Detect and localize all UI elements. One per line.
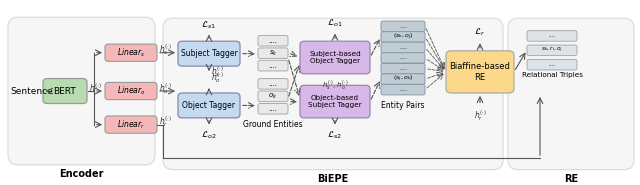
Text: ....: ....: [269, 81, 278, 87]
Text: Relational Triples: Relational Triples: [522, 72, 582, 78]
Text: Object Tagger: Object Tagger: [182, 101, 236, 110]
FancyBboxPatch shape: [446, 51, 514, 93]
Text: $\mathit{Linear}_s$: $\mathit{Linear}_s$: [117, 46, 145, 59]
Text: Entity Pairs: Entity Pairs: [381, 101, 425, 110]
FancyBboxPatch shape: [527, 31, 577, 41]
Text: RE: RE: [564, 174, 578, 184]
FancyBboxPatch shape: [258, 79, 288, 89]
FancyBboxPatch shape: [527, 45, 577, 56]
FancyBboxPatch shape: [381, 53, 425, 63]
Text: $h_r^{(\cdot)}$: $h_r^{(\cdot)}$: [474, 108, 486, 123]
Text: $h_o^{(\cdot)}$: $h_o^{(\cdot)}$: [159, 81, 172, 96]
FancyBboxPatch shape: [163, 18, 503, 170]
FancyBboxPatch shape: [300, 41, 370, 74]
FancyBboxPatch shape: [381, 21, 425, 32]
FancyBboxPatch shape: [105, 116, 157, 133]
Text: ....: ....: [399, 87, 407, 92]
Text: ....: ....: [269, 63, 278, 69]
FancyBboxPatch shape: [178, 93, 240, 118]
FancyBboxPatch shape: [258, 104, 288, 114]
Text: ....: ....: [269, 38, 278, 44]
Text: ....: ....: [269, 106, 278, 112]
FancyBboxPatch shape: [508, 18, 634, 170]
FancyBboxPatch shape: [381, 42, 425, 53]
FancyBboxPatch shape: [105, 44, 157, 61]
Text: $\mathcal{L}_r$: $\mathcal{L}_r$: [474, 27, 486, 38]
Text: $s_k,r_i,o_j$: $s_k,r_i,o_j$: [541, 45, 563, 56]
FancyBboxPatch shape: [258, 36, 288, 46]
FancyBboxPatch shape: [381, 32, 425, 42]
Text: Biaffine-based
RE: Biaffine-based RE: [449, 62, 511, 82]
Text: $h_s^{(\cdot)}$: $h_s^{(\cdot)}$: [159, 42, 172, 57]
FancyBboxPatch shape: [258, 60, 288, 71]
Text: $\mathit{Linear}_r$: $\mathit{Linear}_r$: [117, 118, 145, 131]
FancyBboxPatch shape: [43, 79, 87, 104]
FancyBboxPatch shape: [105, 83, 157, 100]
Text: ....: ....: [399, 24, 407, 29]
Text: $h_s^{(\cdot)}, h_o^{(\cdot)}$: $h_s^{(\cdot)}, h_o^{(\cdot)}$: [322, 79, 348, 92]
Text: $\mathcal{L}_{s2}$: $\mathcal{L}_{s2}$: [328, 129, 342, 141]
FancyBboxPatch shape: [8, 17, 155, 165]
Text: $h_o^{(\cdot)}$: $h_o^{(\cdot)}$: [211, 70, 224, 85]
Text: ....: ....: [399, 45, 407, 50]
Text: Subject-based
Object Tagger: Subject-based Object Tagger: [309, 51, 361, 64]
FancyBboxPatch shape: [258, 48, 288, 58]
FancyBboxPatch shape: [178, 41, 240, 66]
Text: ....: ....: [399, 66, 407, 71]
Text: ....: ....: [548, 33, 556, 38]
Text: $s_k$: $s_k$: [269, 49, 277, 58]
Text: ....: ....: [548, 62, 556, 67]
Text: BERT: BERT: [54, 87, 76, 95]
FancyBboxPatch shape: [258, 91, 288, 102]
Text: $h^{(\cdot)}$: $h^{(\cdot)}$: [89, 82, 102, 94]
Text: ....: ....: [399, 56, 407, 60]
Text: $\mathcal{L}_{o2}$: $\mathcal{L}_{o2}$: [201, 129, 217, 141]
Text: $(s_k,o_j)$: $(s_k,o_j)$: [393, 32, 413, 42]
FancyBboxPatch shape: [381, 84, 425, 95]
Text: $h_r^{(\cdot)}$: $h_r^{(\cdot)}$: [159, 114, 172, 129]
Text: $h_s^{(\cdot)}$: $h_s^{(\cdot)}$: [211, 64, 224, 79]
Text: BiEPE: BiEPE: [317, 174, 349, 184]
Text: $o_k$: $o_k$: [268, 92, 278, 101]
Text: $(s_j,o_k)$: $(s_j,o_k)$: [393, 74, 413, 84]
Text: Object-based
Subject Tagger: Object-based Subject Tagger: [308, 95, 362, 108]
FancyBboxPatch shape: [527, 59, 577, 70]
Text: $\mathcal{L}_{s1}$: $\mathcal{L}_{s1}$: [202, 19, 216, 31]
Text: Ground Entities: Ground Entities: [243, 120, 303, 129]
FancyBboxPatch shape: [381, 74, 425, 84]
Text: $\mathcal{L}_{o1}$: $\mathcal{L}_{o1}$: [327, 17, 343, 29]
FancyBboxPatch shape: [381, 63, 425, 74]
Text: $\mathit{Linear}_o$: $\mathit{Linear}_o$: [116, 85, 145, 97]
Text: Encoder: Encoder: [59, 169, 103, 179]
Text: Subject Tagger: Subject Tagger: [180, 49, 237, 58]
Text: Sentence: Sentence: [10, 87, 52, 95]
FancyBboxPatch shape: [300, 85, 370, 118]
